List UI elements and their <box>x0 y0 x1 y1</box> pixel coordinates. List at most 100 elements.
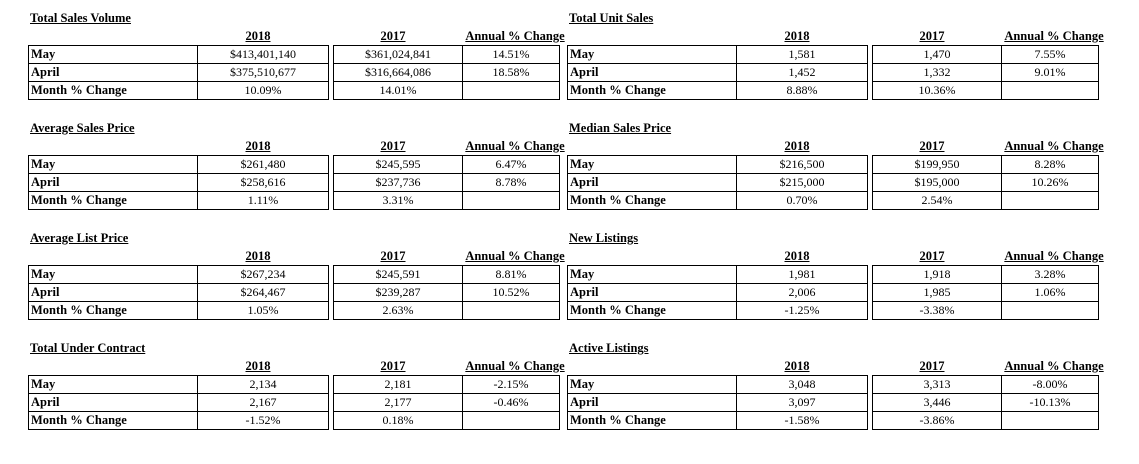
value-annual-change: 1.06% <box>1001 283 1099 302</box>
value-annual-change <box>1001 191 1099 210</box>
value-2018: -1.58% <box>736 411 868 430</box>
column-header-2017: 2017 <box>919 29 945 43</box>
total-unit-sales-section: Total Unit Sales 2018 2017 Annual % Change M… <box>567 11 1104 121</box>
value-2017: 0.18% <box>333 411 463 430</box>
value-2017: $245,591 <box>333 265 463 284</box>
value-annual-change: -10.13% <box>1001 393 1099 412</box>
row-label: April <box>567 63 737 82</box>
column-header-2018: 2018 <box>784 359 810 373</box>
average-sales-price-title: Average Sales Price <box>30 121 135 135</box>
new-listings-title: New Listings <box>569 231 639 245</box>
column-header-2017: 2017 <box>380 359 406 373</box>
value-2017: 1,332 <box>872 63 1002 82</box>
value-2017: 3.31% <box>333 191 463 210</box>
row-label: May <box>567 375 737 394</box>
average-sales-price-table: May $261,480 $245,595 6.47% April $258,616 $23… <box>28 155 560 210</box>
row-label: May <box>567 155 737 174</box>
new-listings-header: 2018 2017 Annual % Change <box>567 249 1104 265</box>
value-2017: 2.54% <box>872 191 1002 210</box>
total-under-contract-section: Total Under Contract 2018 2017 Annual % Cha… <box>28 341 565 451</box>
value-2018: $258,616 <box>197 173 329 192</box>
value-annual-change: 10.26% <box>1001 173 1099 192</box>
value-2017: 2,181 <box>333 375 463 394</box>
row-label: Month % Change <box>567 411 737 430</box>
value-2018: 3,097 <box>736 393 868 412</box>
value-2017: 1,918 <box>872 265 1002 284</box>
value-2017: $237,736 <box>333 173 463 192</box>
table-row: Month % Change -1.58% -3.86% <box>567 411 1099 430</box>
table-row: Month % Change 1.05% 2.63% <box>28 301 560 320</box>
active-listings-table: May 3,048 3,313 -8.00% April 3,097 3,446 -10.13… <box>567 375 1099 430</box>
value-2018: $261,480 <box>197 155 329 174</box>
table-row: April 1,452 1,332 9.01% <box>567 63 1099 82</box>
value-2018: 1,452 <box>736 63 868 82</box>
table-row: April $375,510,677 $316,664,086 18.58% <box>28 63 560 82</box>
active-listings-title: Active Listings <box>569 341 649 355</box>
row-label: May <box>28 265 198 284</box>
row-label: Month % Change <box>567 81 737 100</box>
row-label: April <box>28 393 198 412</box>
average-sales-price-section: Average Sales Price 2018 2017 Annual % Chan… <box>28 121 565 231</box>
value-annual-change: 7.55% <box>1001 45 1099 64</box>
table-row: May $413,401,140 $361,024,841 14.51% <box>28 45 560 64</box>
row-label: April <box>567 173 737 192</box>
value-annual-change: 9.01% <box>1001 63 1099 82</box>
value-2018: $264,467 <box>197 283 329 302</box>
table-row: May 3,048 3,313 -8.00% <box>567 375 1099 394</box>
value-2018: -1.25% <box>736 301 868 320</box>
total-unit-sales-title: Total Unit Sales <box>569 11 654 25</box>
value-2017: $245,595 <box>333 155 463 174</box>
value-2017: $199,950 <box>872 155 1002 174</box>
row-label: Month % Change <box>28 81 198 100</box>
value-2017: $195,000 <box>872 173 1002 192</box>
table-row: Month % Change 8.88% 10.36% <box>567 81 1099 100</box>
value-2018: 2,134 <box>197 375 329 394</box>
value-annual-change: 10.52% <box>462 283 560 302</box>
column-header-2017: 2017 <box>919 359 945 373</box>
value-2018: $216,500 <box>736 155 868 174</box>
table-row: April 3,097 3,446 -10.13% <box>567 393 1099 412</box>
value-annual-change: 14.51% <box>462 45 560 64</box>
value-2017: -3.38% <box>872 301 1002 320</box>
row-label: April <box>28 63 198 82</box>
table-row: May 2,134 2,181 -2.15% <box>28 375 560 394</box>
row-label: Month % Change <box>28 411 198 430</box>
table-row: May 1,581 1,470 7.55% <box>567 45 1099 64</box>
value-annual-change <box>1001 411 1099 430</box>
value-annual-change <box>1001 301 1099 320</box>
total-sales-volume-section: Total Sales Volume 2018 2017 Annual % Chang… <box>28 11 565 121</box>
value-annual-change <box>462 191 560 210</box>
column-header-2018: 2018 <box>784 249 810 263</box>
average-list-price-header: 2018 2017 Annual % Change <box>28 249 565 265</box>
table-row: Month % Change -1.25% -3.38% <box>567 301 1099 320</box>
value-annual-change: 8.81% <box>462 265 560 284</box>
value-2017: $361,024,841 <box>333 45 463 64</box>
value-2017: 1,470 <box>872 45 1002 64</box>
row-label: May <box>28 45 198 64</box>
average-list-price-title: Average List Price <box>30 231 129 245</box>
active-listings-section: Active Listings 2018 2017 Annual % Change Ma… <box>567 341 1104 451</box>
column-header-annual-change: Annual % Change <box>465 139 565 153</box>
value-2018: -1.52% <box>197 411 329 430</box>
value-annual-change: 18.58% <box>462 63 560 82</box>
value-2017: 1,985 <box>872 283 1002 302</box>
column-header-2018: 2018 <box>245 29 271 43</box>
table-row: April 2,167 2,177 -0.46% <box>28 393 560 412</box>
row-label: Month % Change <box>28 301 198 320</box>
value-2017: 2,177 <box>333 393 463 412</box>
median-sales-price-section: Median Sales Price 2018 2017 Annual % Chang… <box>567 121 1104 231</box>
average-list-price-section: Average List Price 2018 2017 Annual % Chang… <box>28 231 565 341</box>
average-sales-price-header: 2018 2017 Annual % Change <box>28 139 565 155</box>
new-listings-section: New Listings 2018 2017 Annual % Change May 1,… <box>567 231 1104 341</box>
value-2018: 1,981 <box>736 265 868 284</box>
column-header-annual-change: Annual % Change <box>465 249 565 263</box>
value-2018: 8.88% <box>736 81 868 100</box>
value-2017: -3.86% <box>872 411 1002 430</box>
row-label: May <box>567 265 737 284</box>
value-annual-change: -0.46% <box>462 393 560 412</box>
total-under-contract-title: Total Under Contract <box>30 341 146 355</box>
value-annual-change: -2.15% <box>462 375 560 394</box>
table-row: April $215,000 $195,000 10.26% <box>567 173 1099 192</box>
column-header-annual-change: Annual % Change <box>1004 249 1104 263</box>
total-under-contract-table: May 2,134 2,181 -2.15% April 2,167 2,177 -0.46%… <box>28 375 560 430</box>
